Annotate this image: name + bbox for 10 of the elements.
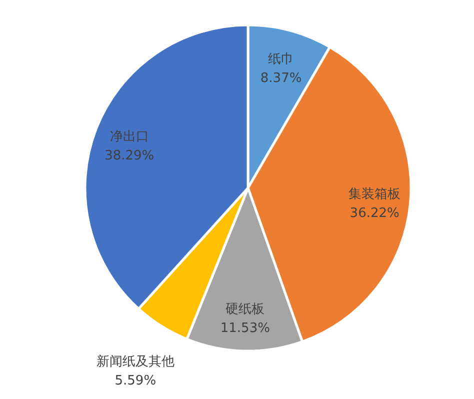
slice-label: 集装箱板 bbox=[348, 186, 401, 202]
slice-label: 净出口 bbox=[110, 129, 149, 144]
data-label: 5.59% bbox=[114, 374, 156, 389]
slice-label: 纸巾 bbox=[268, 52, 294, 68]
slice-label: 新闻纸及其他 bbox=[96, 354, 174, 370]
data-label: 8.37% bbox=[260, 71, 302, 86]
slice-label: 硬纸板 bbox=[226, 302, 265, 318]
data-label: 36.22% bbox=[350, 206, 400, 221]
data-label: 11.53% bbox=[220, 321, 270, 336]
data-label: 38.29% bbox=[104, 148, 154, 164]
